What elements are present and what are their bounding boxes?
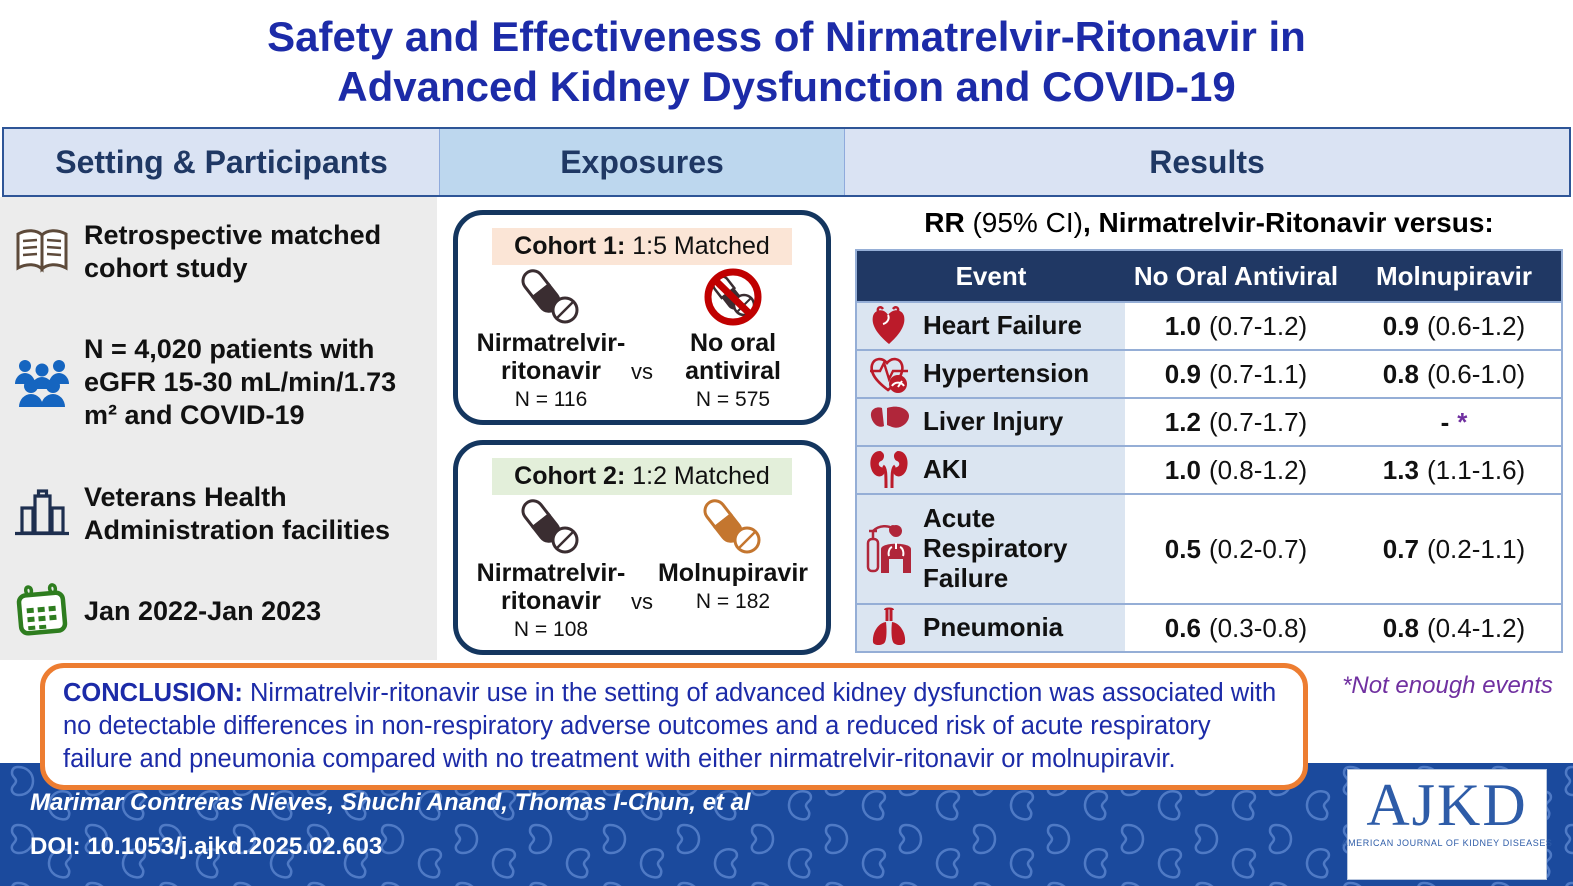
page-title: Safety and Effectiveness of Nirmatrelvir… — [267, 13, 1306, 110]
cohort1-comparator-arm: No oral antiviral N = 575 — [654, 267, 812, 412]
authors-line: Marimar Contreras Nieves, Shuchi Anand, … — [30, 789, 751, 816]
cohort2-card: Cohort 2: 1:2 Matched Nir — [453, 440, 831, 655]
results-panel: RR (95% CI), Nirmatrelvir-Ritonavir vers… — [845, 197, 1573, 660]
ajkd-logo-acronym: AJKD — [1366, 772, 1528, 838]
column-header-exposures: Exposures — [439, 129, 845, 195]
liver-icon — [865, 404, 913, 440]
cohort2-comparator-arm: Molnupiravir N = 182 — [654, 497, 812, 642]
open-book-icon — [10, 227, 74, 277]
table-row: AKI 1.0 (0.8-1.2) 1.3 (1.1-1.6) — [857, 445, 1561, 493]
cohort1-card: Cohort 1: 1:5 Matched Nir — [453, 210, 831, 425]
versus-label: vs — [631, 359, 653, 384]
column-header-setting: Setting & Participants — [4, 129, 439, 195]
table-row: Acute Respiratory Failure 0.5 (0.2-0.7) 0… — [857, 493, 1561, 603]
list-item-population: N = 4,020 patients with eGFR 15-30 mL/mi… — [10, 333, 430, 432]
table-row: Hypertension 0.9 (0.7-1.1) 0.8 (0.6-1.0) — [857, 349, 1561, 397]
results-table: Event No Oral Antiviral Molnupiravir Hea… — [855, 249, 1563, 653]
table-row: Liver Injury 1.2 (0.7-1.7) - * — [857, 397, 1561, 445]
respiratory-failure-icon — [865, 521, 913, 577]
pills-icon — [472, 267, 630, 329]
table-row: Pneumonia 0.6 (0.3-0.8) 0.8 (0.4-1.2) — [857, 603, 1561, 651]
ajkd-logo-name: AMERICAN JOURNAL OF KIDNEY DISEASES — [1341, 838, 1553, 848]
calendar-icon — [10, 583, 74, 639]
heart-icon — [865, 305, 913, 347]
study-design-text: Retrospective matched cohort study — [84, 220, 382, 283]
hospital-building-icon — [10, 487, 74, 541]
population-text: N = 4,020 patients with eGFR 15-30 mL/mi… — [84, 334, 397, 430]
column-header-bar: Setting & Participants Exposures Results — [2, 127, 1571, 197]
patients-group-icon — [10, 354, 74, 410]
header-molnupiravir: Molnupiravir — [1375, 260, 1532, 291]
orange-pills-icon — [654, 497, 812, 559]
setting-participants-panel: Retrospective matched cohort study N = 4… — [0, 197, 437, 660]
cohort2-label: Cohort 2: 1:2 Matched — [492, 458, 792, 495]
cohort1-treatment-arm: Nirmatrelvir-ritonavir N = 116 — [472, 267, 630, 412]
results-heading: RR (95% CI), Nirmatrelvir-Ritonavir vers… — [924, 207, 1494, 238]
column-header-results: Results — [845, 129, 1569, 195]
facilities-text: Veterans Health Administration facilitie… — [84, 482, 391, 545]
exposures-panel: Cohort 1: 1:5 Matched Nir — [437, 197, 845, 660]
conclusion-text: Nirmatrelvir-ritonavir use in the settin… — [63, 679, 1277, 774]
conclusion-box: CONCLUSION: Nirmatrelvir-ritonavir use i… — [40, 663, 1308, 790]
hypertension-icon — [865, 352, 913, 396]
ajkd-logo: AJKD AMERICAN JOURNAL OF KIDNEY DISEASES — [1341, 769, 1552, 880]
list-item-study-design: Retrospective matched cohort study — [10, 219, 430, 285]
cohort2-treatment-arm: Nirmatrelvir-ritonavir N = 108 — [472, 497, 630, 642]
lungs-icon — [865, 607, 913, 649]
doi-line: DOI: 10.1053/j.ajkd.2025.02.603 — [30, 833, 383, 860]
kidneys-icon — [865, 448, 913, 492]
table-header-row: Event No Oral Antiviral Molnupiravir — [857, 251, 1561, 301]
table-row: Heart Failure 1.0 (0.7-1.2) 0.9 (0.6-1.2) — [857, 301, 1561, 349]
versus-label: vs — [631, 589, 653, 614]
no-pills-icon — [654, 267, 812, 329]
list-item-period: Jan 2022-Jan 2023 — [10, 583, 430, 639]
period-text: Jan 2022-Jan 2023 — [84, 595, 322, 626]
conclusion-label: CONCLUSION: — [63, 679, 243, 707]
header-no-oral-antiviral: No Oral Antiviral — [1133, 260, 1339, 291]
footnote: *Not enough events — [1342, 672, 1553, 699]
header-event: Event — [955, 260, 1027, 291]
list-item-facilities: Veterans Health Administration facilitie… — [10, 481, 430, 547]
pills-icon — [472, 497, 630, 559]
cohort1-label: Cohort 1: 1:5 Matched — [492, 228, 792, 265]
